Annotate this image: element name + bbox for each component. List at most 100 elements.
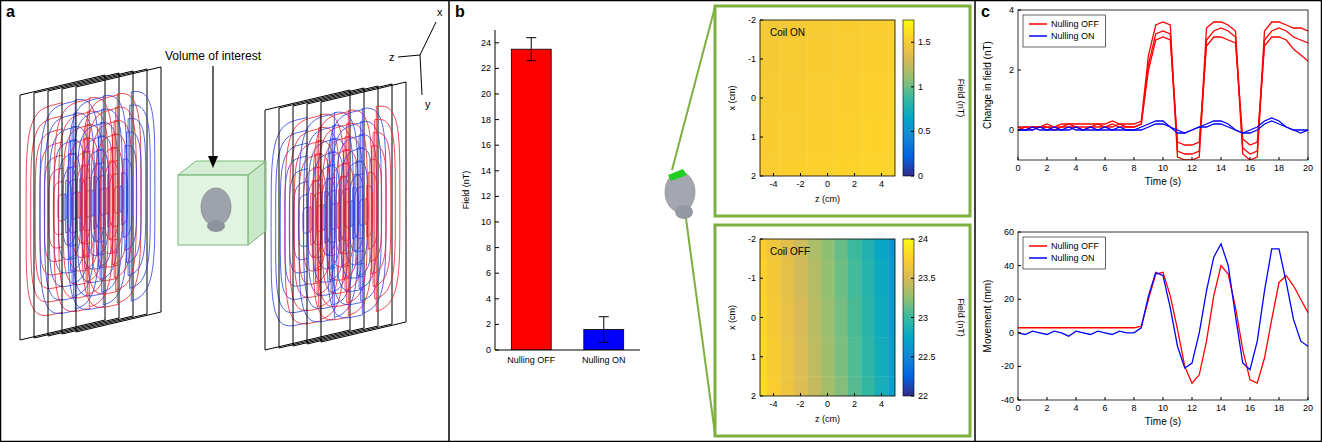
tick-label: -40	[1001, 395, 1014, 405]
tick-label: 0	[751, 93, 756, 103]
tick	[1192, 397, 1193, 400]
error-bar	[599, 317, 609, 343]
tick	[760, 59, 763, 60]
heat-cell	[821, 259, 835, 299]
coil-contour	[350, 174, 364, 252]
coil-contour	[271, 117, 307, 326]
tick	[827, 173, 828, 176]
tick	[800, 173, 801, 176]
heat-cell	[875, 376, 889, 396]
tick-label: 60	[1004, 227, 1014, 237]
heat-cell	[780, 118, 794, 157]
heat-cell	[888, 40, 895, 79]
error-bar-cap	[526, 37, 536, 38]
series-line	[1018, 37, 1308, 145]
line-chart: 02468101214161820-40-200204060Time (s)Mo…	[982, 227, 1313, 427]
coil-plane	[76, 67, 161, 332]
tick-label: -4	[769, 179, 777, 189]
error-bar-cap	[526, 60, 536, 61]
heat-cell	[767, 298, 781, 338]
zoom-line	[672, 7, 715, 170]
heat-cell	[767, 118, 781, 157]
coil-contour	[372, 146, 387, 274]
coil-plane-frame	[307, 84, 392, 344]
coil-contour	[109, 173, 118, 226]
plot-frame	[760, 239, 895, 396]
tick	[1192, 157, 1193, 160]
tick	[1163, 157, 1164, 160]
heat-cell	[861, 118, 875, 157]
heat-cell	[888, 239, 895, 259]
colorbar-tick-label: 1	[918, 82, 923, 92]
legend-label: Nulling OFF	[1051, 241, 1100, 251]
heat-cell	[888, 118, 895, 157]
heat-cell	[794, 40, 808, 79]
colorbar-tick	[911, 42, 914, 43]
legend-swatch	[1029, 23, 1047, 25]
tick	[760, 317, 763, 318]
heat-cell	[821, 239, 835, 259]
tick	[495, 68, 499, 69]
tick	[1018, 265, 1021, 266]
tick-label: 10	[1158, 403, 1168, 413]
coil-diagram: Volume of interestxyz	[20, 6, 443, 350]
heat-cell	[888, 298, 895, 338]
tick-label: 16	[1245, 403, 1255, 413]
coil-contour	[77, 164, 91, 244]
heat-cell	[821, 337, 835, 377]
coil-plane	[62, 69, 147, 334]
coil-contour	[373, 133, 391, 287]
heat-cell	[821, 298, 835, 338]
coil-contour	[375, 119, 396, 299]
heat-cell	[861, 79, 875, 118]
colorbar-tick	[911, 131, 914, 132]
tick-label: 40	[1004, 261, 1014, 271]
colorbar-title: Field (nT)	[956, 79, 966, 118]
coil-contour	[105, 160, 119, 240]
heat-cell	[875, 337, 889, 377]
axis-title: Movement (mm)	[982, 280, 993, 353]
heat-cell	[875, 259, 889, 299]
heat-cell	[767, 259, 781, 299]
tick-label: 12	[1187, 403, 1197, 413]
axis-title: Field (nT)	[461, 171, 471, 210]
heat-cell	[821, 118, 835, 157]
heat-cell	[807, 376, 821, 396]
heat-cell	[888, 20, 895, 40]
tick-label: -1	[748, 273, 756, 283]
cells	[760, 20, 895, 176]
legend: Nulling OFFNulling ON	[1023, 15, 1106, 47]
coil-contour	[102, 109, 123, 292]
tick	[1047, 157, 1048, 160]
heat-cell	[861, 337, 875, 377]
colorbar-tick-label: 24	[918, 234, 928, 244]
colorbar-tick-label: 22	[918, 391, 928, 401]
coil-plane	[48, 71, 133, 336]
heat-cell	[807, 20, 821, 40]
tick-label: -20	[1001, 361, 1014, 371]
coil-contour	[359, 199, 364, 225]
panel-letter: c	[981, 3, 990, 20]
heat-cell	[760, 298, 767, 338]
panel-letter: b	[455, 3, 465, 20]
heat-cell	[807, 118, 821, 157]
heat-cell	[875, 157, 889, 177]
y-axis	[495, 30, 496, 350]
plot-frame	[1018, 10, 1308, 160]
tick	[854, 173, 855, 176]
tick	[495, 94, 499, 95]
tick-label: 20	[1004, 294, 1014, 304]
heat-cell	[794, 157, 808, 177]
legend-box	[1023, 237, 1106, 269]
coil-contour	[285, 115, 321, 324]
colorbar-tick	[911, 239, 914, 240]
arrow-head	[208, 156, 218, 168]
heat-cell	[861, 157, 875, 177]
tick-label: 12	[1187, 163, 1197, 173]
tick-label: 20	[1303, 403, 1313, 413]
panel-divider	[448, 0, 450, 442]
tick	[1018, 299, 1021, 300]
colorbar-tick-label: 1.5	[918, 37, 931, 47]
tick	[1105, 157, 1106, 160]
axis-arrow	[420, 55, 422, 95]
